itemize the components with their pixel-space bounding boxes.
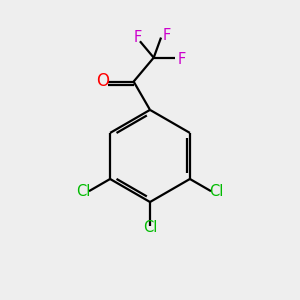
Text: Cl: Cl — [209, 184, 224, 200]
Text: F: F — [178, 52, 186, 67]
Text: F: F — [162, 28, 170, 43]
Text: F: F — [134, 30, 142, 45]
Text: Cl: Cl — [143, 220, 157, 236]
Text: Cl: Cl — [76, 184, 91, 200]
Text: O: O — [96, 72, 109, 90]
